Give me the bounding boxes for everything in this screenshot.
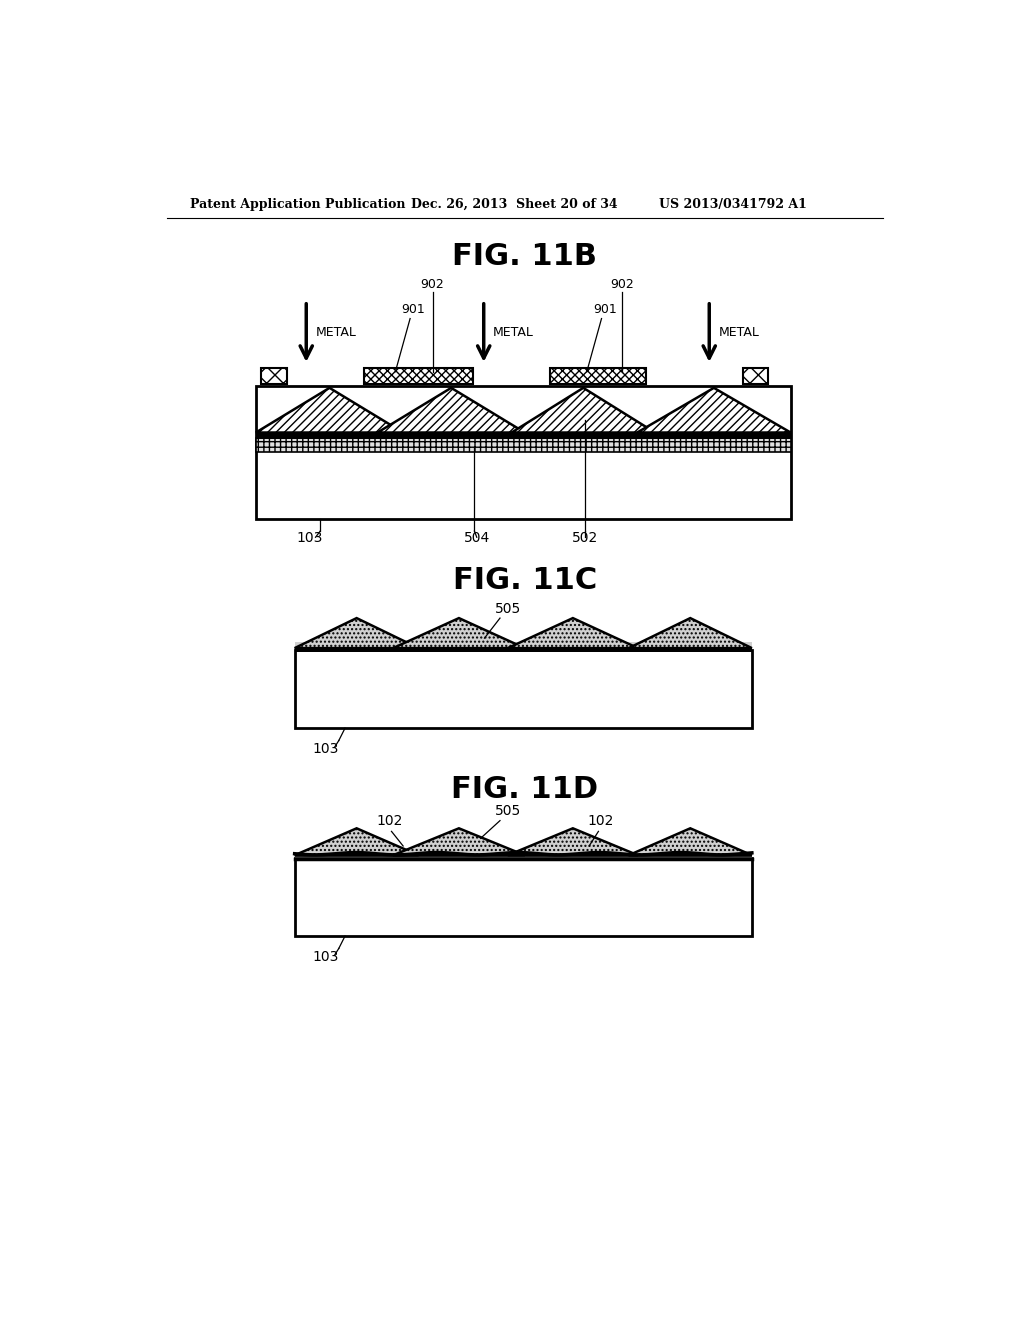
Text: 902: 902 <box>610 277 634 290</box>
Polygon shape <box>629 618 752 648</box>
Text: 103: 103 <box>312 950 339 964</box>
Bar <box>256 433 791 438</box>
Text: 103: 103 <box>312 742 339 756</box>
Bar <box>261 368 287 384</box>
Bar <box>295 647 752 652</box>
Text: METAL: METAL <box>493 326 534 339</box>
Text: METAL: METAL <box>719 326 760 339</box>
Polygon shape <box>256 388 403 433</box>
Polygon shape <box>629 829 752 855</box>
Bar <box>742 368 768 384</box>
Text: Dec. 26, 2013  Sheet 20 of 34: Dec. 26, 2013 Sheet 20 of 34 <box>411 198 617 211</box>
Polygon shape <box>512 388 655 433</box>
Text: FIG. 11B: FIG. 11B <box>453 243 597 272</box>
Polygon shape <box>393 829 524 855</box>
Bar <box>295 858 752 936</box>
Text: 902: 902 <box>421 277 444 290</box>
Polygon shape <box>508 618 638 648</box>
Bar <box>256 387 791 519</box>
Bar <box>295 854 752 859</box>
Text: 901: 901 <box>593 304 616 317</box>
Polygon shape <box>508 829 638 855</box>
Text: METAL: METAL <box>315 326 356 339</box>
Bar <box>550 368 646 384</box>
Bar <box>365 368 473 384</box>
Text: 102: 102 <box>376 814 402 828</box>
Polygon shape <box>393 618 524 648</box>
Text: US 2013/0341792 A1: US 2013/0341792 A1 <box>658 198 807 211</box>
Text: 505: 505 <box>495 602 521 615</box>
Polygon shape <box>378 388 524 433</box>
Text: FIG. 11C: FIG. 11C <box>453 566 597 595</box>
Polygon shape <box>295 829 419 855</box>
Text: FIG. 11D: FIG. 11D <box>452 775 598 804</box>
Text: 505: 505 <box>495 804 521 818</box>
Text: 504: 504 <box>464 531 489 545</box>
Polygon shape <box>295 618 419 648</box>
Text: 901: 901 <box>401 304 425 317</box>
Text: 102: 102 <box>588 814 614 828</box>
Text: 103: 103 <box>297 531 324 545</box>
Bar <box>256 438 791 451</box>
Bar <box>295 642 752 648</box>
Text: Patent Application Publication: Patent Application Publication <box>190 198 406 211</box>
Polygon shape <box>637 388 791 433</box>
Text: 502: 502 <box>572 531 598 545</box>
Bar <box>295 649 752 729</box>
